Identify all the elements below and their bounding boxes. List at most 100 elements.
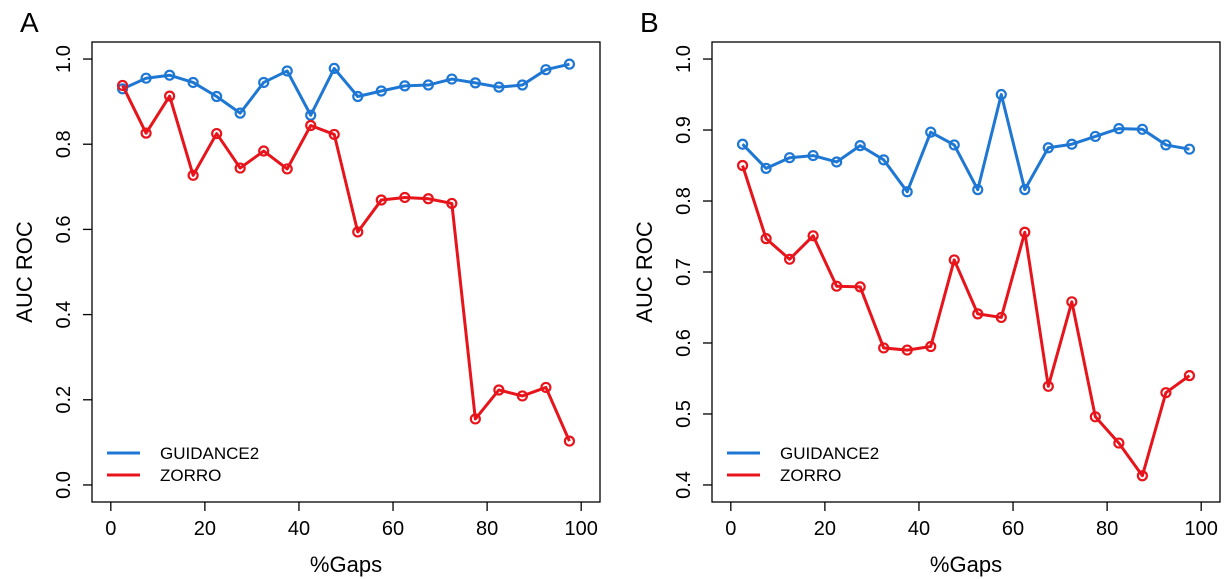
chart-panel-b: B 0 20 40 60 80 100 0.4 0.5 0.6 0.7 0.8 0.9 1.0 %Gaps A…	[632, 7, 1221, 577]
data-point	[493, 81, 505, 93]
data-point	[516, 390, 528, 402]
data-point	[1042, 142, 1054, 154]
chart-panel-a: A 0 20 40 60 80 100 0.0 0.2 0.4 0.6 0.8 1.0 %Gaps AUC …	[12, 7, 601, 577]
series-guidance2	[116, 58, 576, 121]
data-point	[995, 88, 1007, 101]
data-point	[469, 77, 481, 89]
data-point	[901, 344, 913, 356]
legend: GUIDANCE2 ZORRO	[727, 444, 879, 485]
data-point	[234, 107, 246, 119]
data-point	[116, 83, 129, 95]
data-point	[901, 186, 913, 198]
series-line-guidance2	[741, 93, 1190, 194]
x-tick-label: 60	[1002, 518, 1024, 540]
y-axis-label: AUC ROC	[632, 221, 657, 323]
data-point	[948, 254, 960, 266]
y-tick-label: 0.8	[673, 187, 695, 215]
x-tick-label: 60	[382, 518, 404, 540]
x-tick-label: 0	[105, 518, 116, 540]
data-point	[784, 152, 796, 164]
data-point	[1160, 139, 1172, 151]
data-point	[328, 62, 340, 75]
data-point	[878, 154, 890, 166]
x-axis-label: %Gaps	[930, 552, 1002, 577]
data-point	[878, 342, 890, 354]
legend-label-zorro: ZORRO	[160, 466, 221, 485]
data-point	[140, 72, 152, 84]
data-point	[493, 384, 505, 396]
y-axis-label: AUC ROC	[12, 221, 37, 323]
data-point	[1089, 411, 1101, 423]
data-point	[1183, 143, 1196, 155]
data-point	[1113, 123, 1125, 135]
data-point	[399, 80, 411, 92]
data-point	[925, 126, 937, 138]
data-point	[305, 109, 317, 121]
y-tick-label: 0.2	[53, 386, 75, 414]
data-point	[760, 162, 772, 174]
data-point	[736, 138, 749, 150]
data-point	[187, 76, 199, 89]
y-tick-label: 0.4	[673, 471, 695, 499]
data-point	[375, 194, 387, 206]
plot-frame	[91, 41, 601, 503]
y-tick-label: 0.0	[53, 471, 75, 499]
data-point	[258, 145, 270, 157]
data-point	[281, 65, 293, 77]
data-point	[1160, 387, 1172, 399]
data-point	[1019, 184, 1031, 196]
data-point	[422, 193, 434, 205]
data-point	[540, 381, 552, 394]
y-tick-label: 0.4	[53, 301, 75, 329]
data-point	[831, 156, 843, 168]
data-point	[446, 197, 458, 210]
data-point	[399, 191, 411, 204]
data-point	[563, 435, 576, 447]
data-point	[446, 73, 458, 85]
y-tick-label: 0.5	[673, 400, 695, 428]
y-tick-label: 0.6	[673, 329, 695, 357]
data-point	[234, 162, 246, 174]
legend-label-guidance2: GUIDANCE2	[780, 444, 879, 463]
data-point	[164, 69, 176, 81]
data-point	[972, 184, 984, 196]
data-point	[925, 340, 937, 353]
data-point	[211, 127, 223, 140]
data-point	[784, 253, 796, 265]
x-tick-label: 100	[564, 518, 597, 540]
plot-frame	[711, 41, 1221, 503]
y-tick-label: 0.6	[53, 216, 75, 244]
data-point	[352, 90, 364, 103]
data-point	[422, 79, 434, 91]
data-point	[164, 90, 176, 102]
data-point	[140, 127, 152, 139]
y-tick-label: 0.8	[53, 130, 75, 158]
data-point	[1042, 380, 1054, 392]
x-tick-label: 80	[476, 518, 498, 540]
y-tick-label: 0.7	[673, 258, 695, 286]
data-point	[1019, 226, 1031, 238]
series-guidance2	[736, 88, 1196, 198]
data-point	[516, 79, 528, 91]
y-tick-label: 1.0	[53, 45, 75, 73]
x-axis-label: %Gaps	[310, 552, 382, 577]
data-point	[1183, 370, 1196, 382]
data-point	[469, 413, 481, 425]
data-point	[305, 119, 317, 132]
x-tick-label: 80	[1096, 518, 1118, 540]
x-tick-label: 20	[814, 518, 836, 540]
data-point	[187, 169, 199, 181]
data-point	[1136, 123, 1148, 135]
data-point	[352, 226, 364, 238]
data-point	[995, 311, 1007, 324]
data-point	[116, 79, 129, 92]
data-point	[854, 281, 866, 293]
series-zorro	[736, 159, 1196, 482]
data-point	[211, 90, 223, 103]
data-point	[831, 280, 843, 292]
data-point	[807, 230, 819, 242]
data-point	[972, 308, 984, 320]
x-tick-label: 40	[908, 518, 930, 540]
x-tick-label: 100	[1184, 518, 1217, 540]
